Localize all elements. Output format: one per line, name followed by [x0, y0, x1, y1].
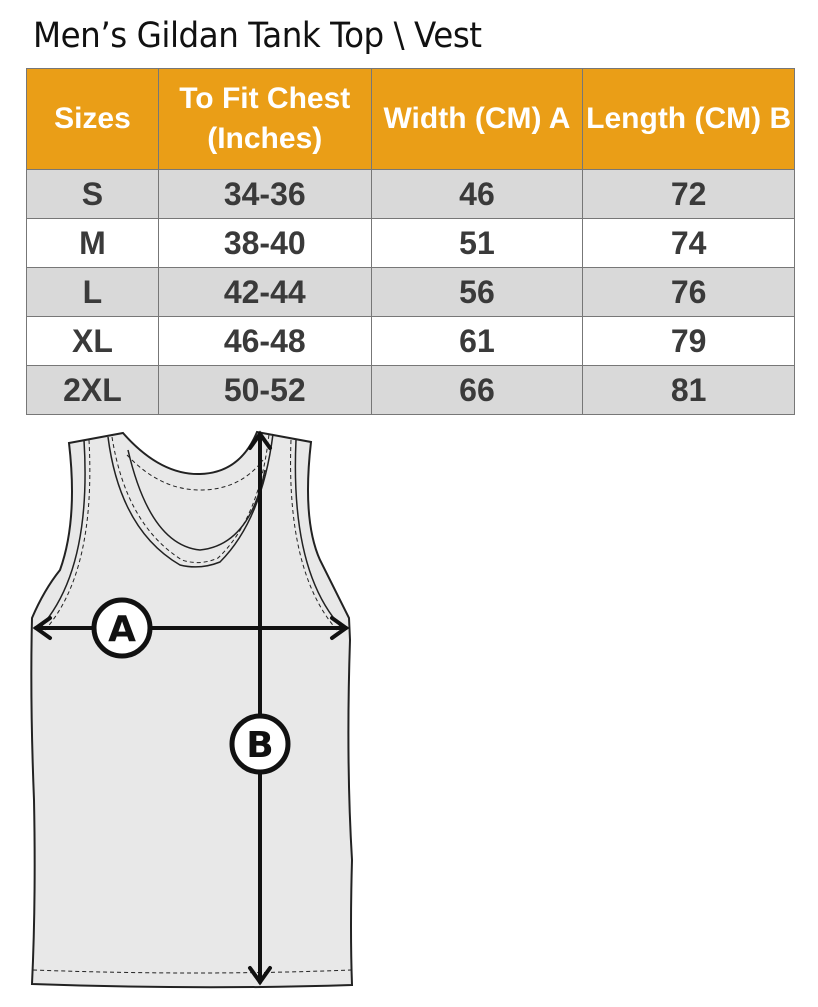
table-row: S 34-36 46 72 [26, 169, 795, 219]
width-arrow [32, 616, 350, 640]
cell-chest: 42-44 [157, 267, 372, 317]
table-row: 2XL 50-52 66 81 [26, 365, 795, 415]
cell-width: 66 [370, 365, 584, 415]
cell-size: M [26, 218, 159, 268]
label-b: B [246, 725, 273, 766]
header-sizes: Sizes [26, 68, 159, 170]
size-table: Sizes To Fit Chest (Inches) Width (CM) A… [26, 68, 795, 415]
label-b-badge: B [229, 713, 291, 775]
label-a-badge: A [91, 597, 153, 659]
cell-size: L [26, 267, 159, 317]
cell-width: 51 [370, 218, 584, 268]
cell-chest: 46-48 [157, 316, 372, 366]
label-a: A [108, 609, 136, 650]
page-title: Men’s Gildan Tank Top \ Vest [33, 16, 482, 56]
header-row: Sizes To Fit Chest (Inches) Width (CM) A… [26, 68, 795, 170]
cell-chest: 38-40 [157, 218, 372, 268]
cell-length: 76 [582, 267, 795, 317]
cell-width: 56 [370, 267, 584, 317]
cell-length: 74 [582, 218, 795, 268]
table-row: XL 46-48 61 79 [26, 316, 795, 366]
table-row: M 38-40 51 74 [26, 218, 795, 268]
cell-length: 79 [582, 316, 795, 366]
cell-width: 61 [370, 316, 584, 366]
cell-chest: 50-52 [157, 365, 372, 415]
cell-chest: 34-36 [157, 169, 372, 219]
header-length: Length (CM) B [582, 68, 795, 170]
cell-length: 81 [582, 365, 795, 415]
cell-size: S [26, 169, 159, 219]
header-width: Width (CM) A [370, 68, 584, 170]
table-row: L 42-44 56 76 [26, 267, 795, 317]
cell-length: 72 [582, 169, 795, 219]
cell-size: 2XL [26, 365, 159, 415]
header-chest: To Fit Chest (Inches) [157, 68, 372, 170]
cell-size: XL [26, 316, 159, 366]
cell-width: 46 [370, 169, 584, 219]
tank-top-diagram: A B [30, 430, 354, 989]
tank-top-outline [30, 430, 354, 989]
length-arrow [248, 430, 272, 986]
